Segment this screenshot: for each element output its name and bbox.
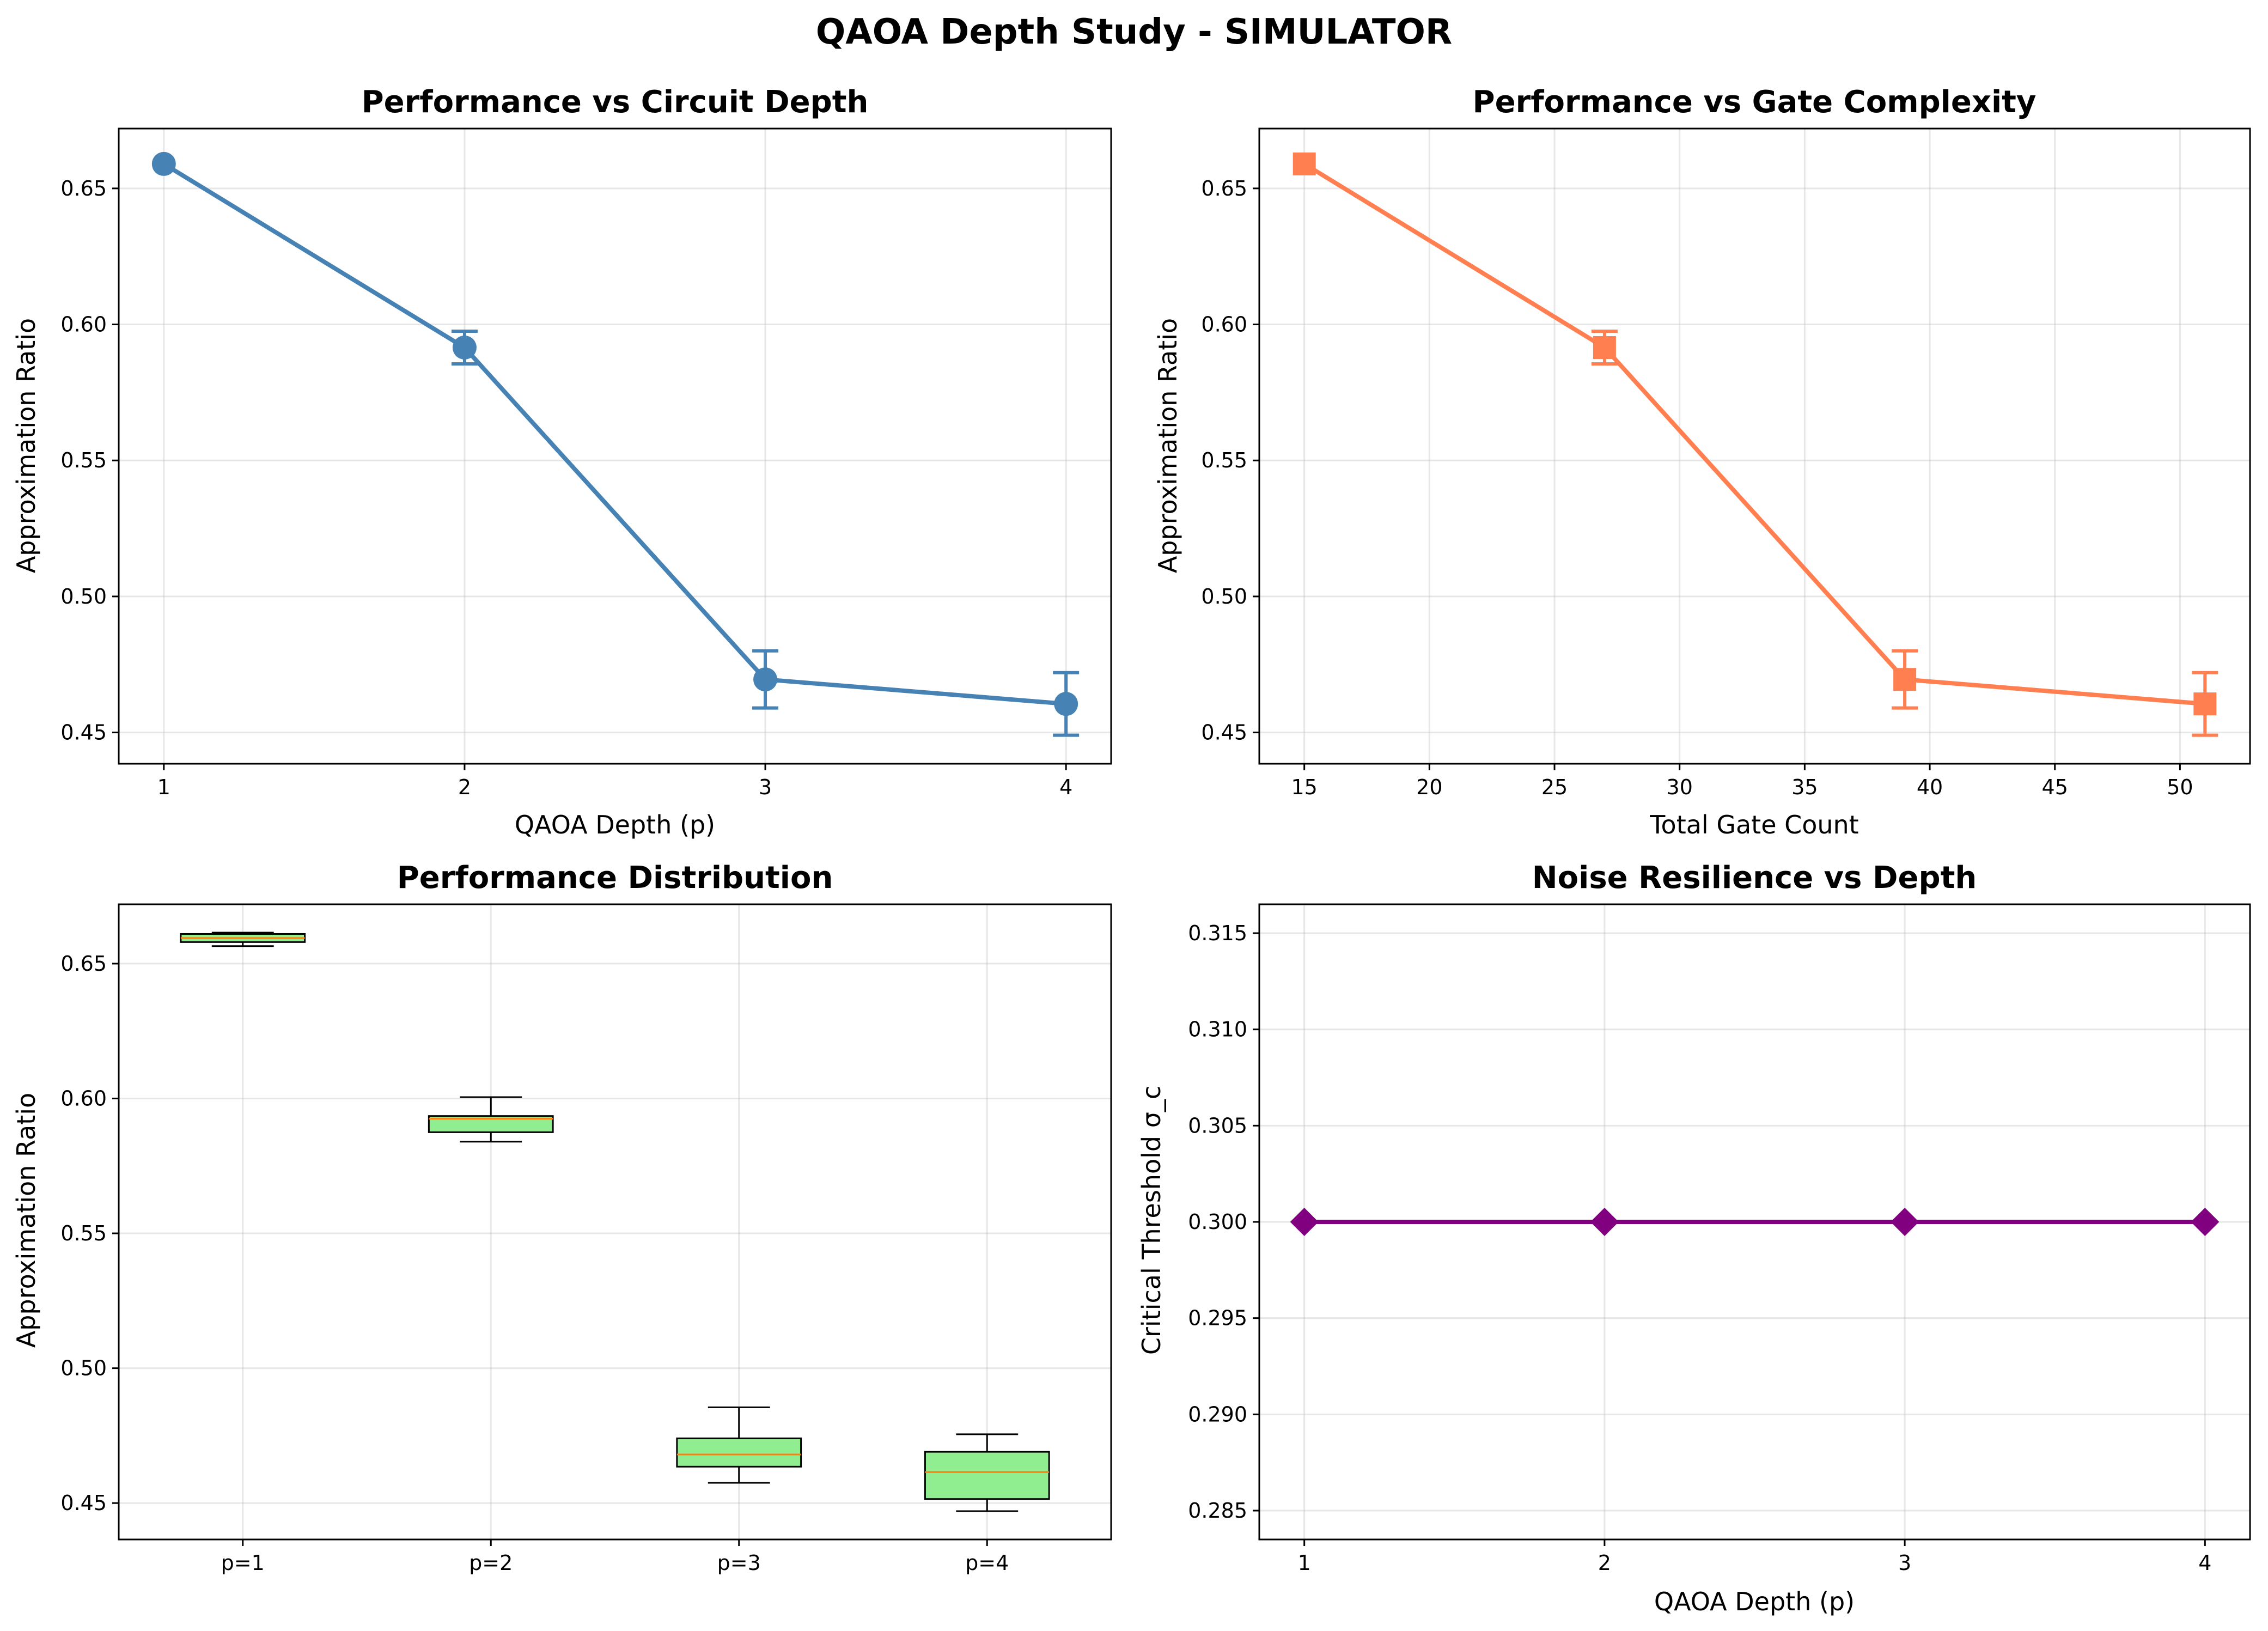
y-tick-label-1: 0.50 (60, 585, 107, 608)
y-axis-label: Critical Threshold σ_c (1137, 1086, 1166, 1355)
data-point-2 (1891, 1208, 1919, 1236)
x-tick-label-2: 3 (1898, 1551, 1911, 1575)
panel-title: Performance Distribution (397, 860, 833, 896)
axes-frame (1258, 127, 2251, 765)
data-point-2 (753, 667, 778, 692)
x-tick-label-2: p=3 (717, 1551, 761, 1575)
panel-title: Performance vs Circuit Depth (362, 84, 869, 120)
y-tick-label-4: 0.305 (1188, 1113, 1247, 1137)
box-p=1 (180, 932, 306, 947)
y-tick-label-1: 0.290 (1188, 1402, 1247, 1426)
x-axis-label: Total Gate Count (1649, 810, 1858, 839)
plot-area: 0.45 0.50 0.55 0.60 0.65 p=1 p=2 p=3 p=4 (60, 903, 1112, 1575)
x-tick-label-2: 3 (759, 775, 772, 799)
x-tick-label-1: 2 (458, 775, 471, 799)
y-tick-label-0: 0.45 (60, 721, 107, 745)
x-tick-label-5: 40 (1917, 775, 1943, 799)
axes-frame (118, 127, 1112, 765)
data-point-3 (2191, 1208, 2220, 1236)
y-tick-label-1: 0.50 (60, 1356, 107, 1380)
y-tick-label-3: 0.60 (60, 1086, 107, 1110)
x-tick-label-6: 45 (2042, 775, 2068, 799)
x-tick-label-2: 25 (1541, 775, 1568, 799)
y-axis-label: Approximation Ratio (11, 318, 41, 573)
series-line (162, 162, 1066, 707)
data-point-1 (1593, 336, 1616, 359)
x-tick-label-3: 4 (2198, 1551, 2211, 1575)
panel-title: Noise Resilience vs Depth (1532, 860, 1977, 896)
y-tick-label-1: 0.50 (1201, 585, 1247, 608)
grid (119, 904, 1111, 1539)
panel-performance-vs-depth: Performance vs Circuit Depth QAOA Depth … (11, 84, 1112, 839)
box-p=4 (924, 1433, 1050, 1512)
figure-suptitle: QAOA Depth Study - SIMULATOR (816, 12, 1452, 52)
x-tick-label-4: 35 (1791, 775, 1818, 799)
y-tick-label-3: 0.300 (1188, 1210, 1247, 1234)
y-axis-label: Approximation Ratio (11, 1093, 41, 1348)
y-tick-label-6: 0.315 (1188, 921, 1247, 945)
axes-frame (118, 903, 1112, 1541)
data-point-3 (1054, 692, 1078, 716)
y-tick-label-4: 0.65 (60, 952, 107, 976)
x-tick-label-7: 50 (2167, 775, 2193, 799)
y-tick-label-2: 0.55 (1201, 448, 1247, 472)
x-tick-label-0: 1 (1298, 1551, 1311, 1575)
y-tick-label-0: 0.285 (1188, 1499, 1247, 1523)
y-tick-label-2: 0.295 (1188, 1306, 1247, 1330)
plot-area: 0.285 0.290 0.295 0.300 0.305 0.310 0.315 1 2 3 4 (1188, 903, 2251, 1575)
x-tick-label-1: 20 (1416, 775, 1442, 799)
x-axis-label: QAOA Depth (p) (1654, 1587, 1855, 1616)
axes-frame (1258, 903, 2251, 1541)
y-tick-label-4: 0.65 (60, 177, 107, 200)
y-tick-label-3: 0.60 (1201, 313, 1247, 337)
y-tick-label-4: 0.65 (1201, 177, 1247, 200)
data-point-2 (1893, 668, 1917, 691)
x-tick-label-1: 2 (1598, 1551, 1611, 1575)
x-tick-label-1: p=2 (469, 1551, 513, 1575)
panel-noise-resilience: Noise Resilience vs Depth QAOA Depth (p)… (1137, 860, 2251, 1616)
plot-area: 0.45 0.50 0.55 0.60 0.65 15 20 25 30 35 40 45 50 (1201, 127, 2251, 799)
panel-performance-vs-gates: Performance vs Gate Complexity Total Gat… (1153, 84, 2251, 839)
data-point-1 (452, 335, 477, 360)
y-tick-label-5: 0.310 (1188, 1018, 1247, 1042)
grid (1259, 129, 2250, 764)
series-line (1303, 162, 2205, 707)
x-axis-label: QAOA Depth (p) (515, 810, 715, 839)
plot-area: 0.45 0.50 0.55 0.60 0.65 1 2 3 4 (60, 127, 1112, 799)
y-tick-label-2: 0.55 (60, 1221, 107, 1245)
data-point-0 (1290, 1208, 1319, 1236)
data-point-0 (151, 151, 176, 176)
y-tick-label-0: 0.45 (60, 1491, 107, 1515)
box-body (924, 1451, 1050, 1500)
data-point-3 (2193, 692, 2217, 716)
y-axis-label: Approximation Ratio (1153, 318, 1182, 573)
data-point-1 (1590, 1208, 1619, 1236)
x-tick-label-0: 15 (1291, 775, 1318, 799)
y-tick-label-3: 0.60 (60, 313, 107, 337)
data-point-0 (1292, 152, 1316, 175)
x-tick-label-3: 4 (1059, 775, 1072, 799)
y-tick-label-2: 0.55 (60, 448, 107, 472)
x-tick-label-0: p=1 (221, 1551, 265, 1575)
x-tick-label-3: 30 (1667, 775, 1693, 799)
x-tick-label-0: 1 (157, 775, 170, 799)
grid (119, 129, 1111, 764)
box-p=2 (428, 1096, 554, 1143)
y-tick-label-0: 0.45 (1201, 721, 1247, 745)
box-p=3 (676, 1406, 802, 1484)
box-body (676, 1437, 802, 1468)
x-tick-label-3: p=4 (965, 1551, 1009, 1575)
panel-title: Performance vs Gate Complexity (1473, 84, 2037, 120)
panel-performance-distribution: Performance Distribution Approximation R… (11, 860, 1112, 1575)
